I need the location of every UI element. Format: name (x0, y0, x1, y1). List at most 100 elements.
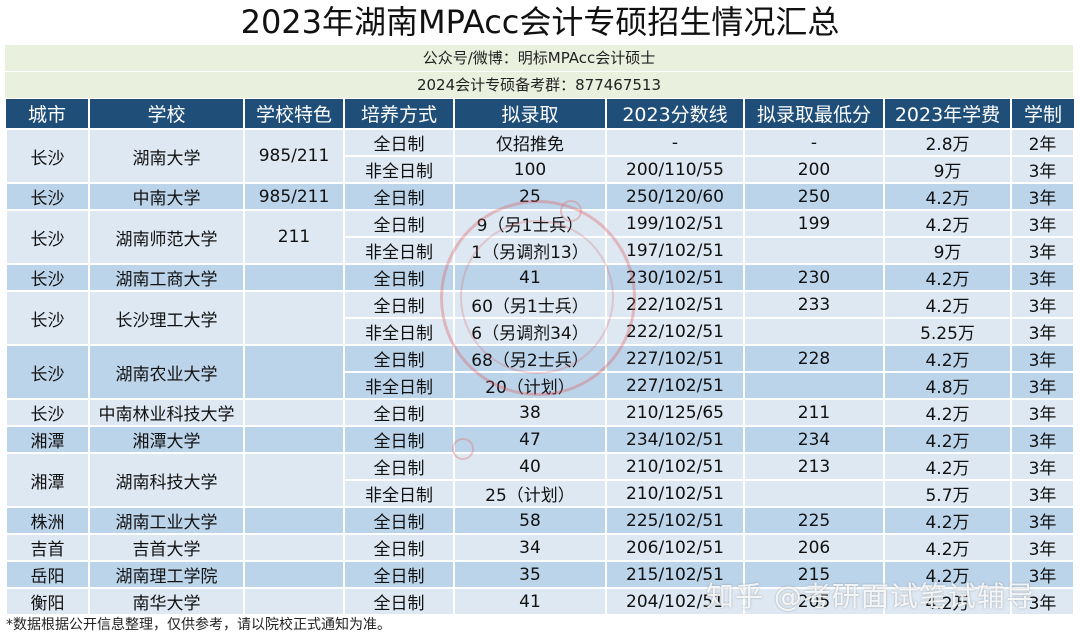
cell-line: 199/102/51 (605, 209, 745, 238)
cell-feature (243, 398, 345, 427)
cell-years: 3年 (1010, 506, 1075, 535)
table-row: 非全日制 25（计划） 210/102/51 5.7万 3年 (6, 479, 1075, 508)
cell-fee: 4.2万 (883, 344, 1012, 373)
cell-mode: 全日制 (343, 425, 455, 454)
cell-feature (243, 587, 345, 616)
cell-mode: 全日制 (343, 290, 455, 319)
cell-min: - (743, 128, 885, 157)
cell-fee: 5.25万 (883, 317, 1012, 346)
cell-admit: 60（另1士兵） (453, 290, 607, 319)
cell-admit: 6（另调剂34） (453, 317, 607, 346)
header-admit: 拟录取 (454, 99, 607, 129)
cell-line: 222/102/51 (605, 290, 745, 319)
page-title: 2023年湖南MPAcc会计专硕招生情况汇总 (240, 3, 840, 41)
table-row: 非全日制 6（另调剂34） 222/102/51 5.25万 3年 (6, 317, 1075, 346)
cell-fee: 4.2万 (883, 182, 1012, 211)
cell-mode: 全日制 (343, 398, 455, 427)
cell-line: 206/102/51 (605, 533, 745, 562)
cell-admit: 25 (453, 182, 607, 211)
cell-min: 205 (743, 587, 885, 616)
cell-line: 210/125/65 (605, 398, 745, 427)
cell-city: 长沙 (5, 344, 90, 400)
cell-mode: 非全日制 (343, 371, 455, 400)
cell-line: 200/110/55 (605, 155, 745, 184)
cell-admit: 47 (453, 425, 607, 454)
table-row: 长沙 湖南工商大学 全日制 41 230/102/51 230 4.2万 3年 (5, 263, 1075, 292)
cell-min: 213 (743, 452, 885, 481)
cell-admit: 9（另1士兵） (453, 209, 607, 238)
table-row: 长沙 中南大学 985/211 全日制 25 250/120/60 250 4.… (5, 182, 1075, 211)
cell-fee: 9万 (883, 155, 1012, 184)
cell-school: 湖南工商大学 (88, 263, 245, 292)
cell-line: 215/102/51 (605, 560, 745, 589)
cell-years: 3年 (1010, 587, 1075, 616)
table-row: 非全日制 20（计划） 227/102/51 4.8万 3年 (6, 371, 1075, 400)
cell-line: 225/102/51 (605, 506, 745, 535)
cell-feature (243, 344, 345, 400)
cell-admit: 40 (453, 452, 607, 481)
cell-fee: 4.2万 (883, 506, 1012, 535)
cell-city: 株洲 (5, 506, 90, 535)
cell-city: 长沙 (5, 290, 90, 346)
cell-mode: 非全日制 (343, 236, 455, 265)
cell-years: 3年 (1010, 425, 1075, 454)
header-city: 城市 (6, 99, 90, 129)
cell-fee: 4.2万 (883, 560, 1012, 589)
cell-min (743, 479, 885, 508)
cell-mode: 全日制 (343, 452, 455, 481)
cell-fee: 4.2万 (883, 425, 1012, 454)
cell-mode: 全日制 (343, 587, 455, 616)
table-row: 长沙 湖南农业大学 全日制 68（另2士兵） 227/102/51 228 4.… (5, 344, 1075, 400)
cell-admit: 38 (453, 398, 607, 427)
cell-school: 吉首大学 (88, 533, 245, 562)
summary-table-container: 公众号/微博：明标MPAcc会计硕士 2024会计专硕备考群：877467513… (5, 45, 1075, 616)
cell-city: 衡阳 (5, 587, 90, 616)
cell-years: 3年 (1010, 209, 1075, 238)
cell-school: 湖南师范大学 (88, 209, 245, 265)
admissions-table: 城市 学校 学校特色 培养方式 拟录取 2023分数线 拟录取最低分 2023年… (5, 99, 1075, 616)
cell-min: 206 (743, 533, 885, 562)
table-row: 长沙 长沙理工大学 全日制 60（另1士兵） 222/102/51 233 4.… (5, 290, 1075, 346)
cell-line: 197/102/51 (605, 236, 745, 265)
cell-fee: 5.7万 (883, 479, 1012, 508)
cell-admit: 41 (453, 587, 607, 616)
table-row: 湘潭 湖南科技大学 全日制 40 210/102/51 213 4.2万 3年 (5, 452, 1075, 508)
cell-fee: 2.8万 (883, 128, 1012, 157)
cell-admit: 34 (453, 533, 607, 562)
cell-feature: 211 (243, 209, 345, 265)
cell-mode: 非全日制 (343, 317, 455, 346)
cell-city: 长沙 (5, 398, 90, 427)
cell-line: 210/102/51 (605, 452, 745, 481)
table-row: 长沙 湖南大学 985/211 全日制 仅招推免 - - 2.8万 2年 (5, 128, 1075, 184)
table-row: 非全日制 100 200/110/55 200 9万 3年 (6, 155, 1075, 184)
cell-years: 3年 (1010, 263, 1075, 292)
cell-admit: 41 (453, 263, 607, 292)
cell-feature (243, 560, 345, 589)
cell-mode: 全日制 (343, 209, 455, 238)
cell-fee: 4.2万 (883, 290, 1012, 319)
header-school: 学校 (89, 99, 245, 129)
cell-feature (243, 263, 345, 292)
cell-school: 中南林业科技大学 (88, 398, 245, 427)
cell-line: 227/102/51 (605, 344, 745, 373)
subtitle-wechat: 公众号/微博：明标MPAcc会计硕士 (5, 45, 1073, 72)
cell-mode: 全日制 (343, 506, 455, 535)
cell-years: 3年 (1010, 344, 1075, 373)
cell-fee: 4.2万 (883, 209, 1012, 238)
cell-feature: 985/211 (243, 128, 345, 184)
cell-line: 227/102/51 (605, 371, 745, 400)
cell-school: 湖南工业大学 (88, 506, 245, 535)
cell-admit: 100 (453, 155, 607, 184)
cell-city: 吉首 (5, 533, 90, 562)
cell-line: 222/102/51 (605, 317, 745, 346)
cell-min: 234 (743, 425, 885, 454)
cell-admit: 58 (453, 506, 607, 535)
cell-admit: 35 (453, 560, 607, 589)
cell-school: 南华大学 (88, 587, 245, 616)
cell-min (743, 371, 885, 400)
cell-mode: 全日制 (343, 182, 455, 211)
cell-fee: 4.2万 (883, 452, 1012, 481)
cell-fee: 4.8万 (883, 371, 1012, 400)
cell-feature (243, 425, 345, 454)
cell-school: 中南大学 (88, 182, 245, 211)
